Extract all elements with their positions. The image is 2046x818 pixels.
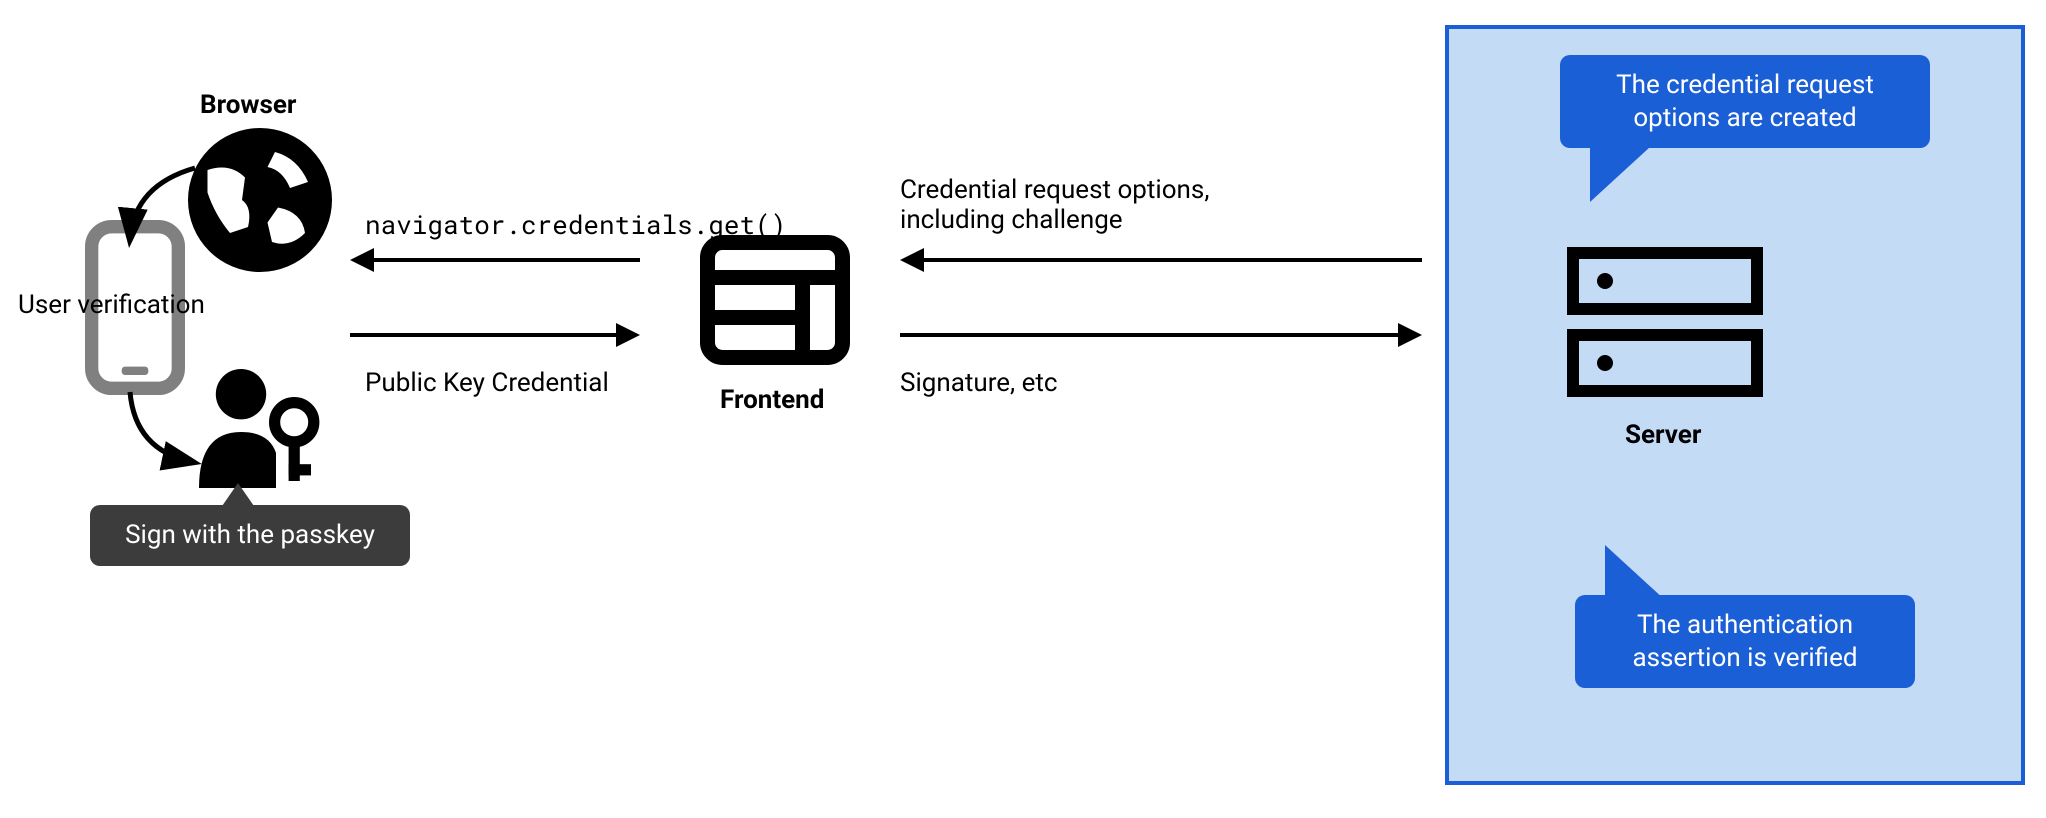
credential-request-options-label: Credential request options, including ch… <box>900 175 1320 235</box>
nav-credentials-get-label: navigator.credentials.get() <box>365 208 786 242</box>
signature-etc-label: Signature, etc <box>900 368 1058 398</box>
verification-arrows <box>80 150 260 490</box>
server-rack-icon <box>1565 245 1765 400</box>
sign-passkey-text: Sign with the passkey <box>125 520 375 550</box>
server-label: Server <box>1625 420 1701 450</box>
credential-options-callout: The credential request options are creat… <box>1560 55 1930 148</box>
auth-verified-text: The authentication assertion is verified <box>1632 610 1857 673</box>
sign-passkey-callout: Sign with the passkey <box>90 505 410 566</box>
frontend-label: Frontend <box>720 385 824 415</box>
frontend-window-icon <box>700 235 850 365</box>
browser-label: Browser <box>200 90 296 120</box>
public-key-credential-label: Public Key Credential <box>365 368 609 398</box>
passkey-auth-flow-diagram: Browser User verification Sign wi <box>0 0 2046 818</box>
auth-verified-callout: The authentication assertion is verified <box>1575 540 1915 688</box>
user-verification-label: User verification <box>18 290 205 320</box>
credential-options-text: The credential request options are creat… <box>1616 70 1874 133</box>
